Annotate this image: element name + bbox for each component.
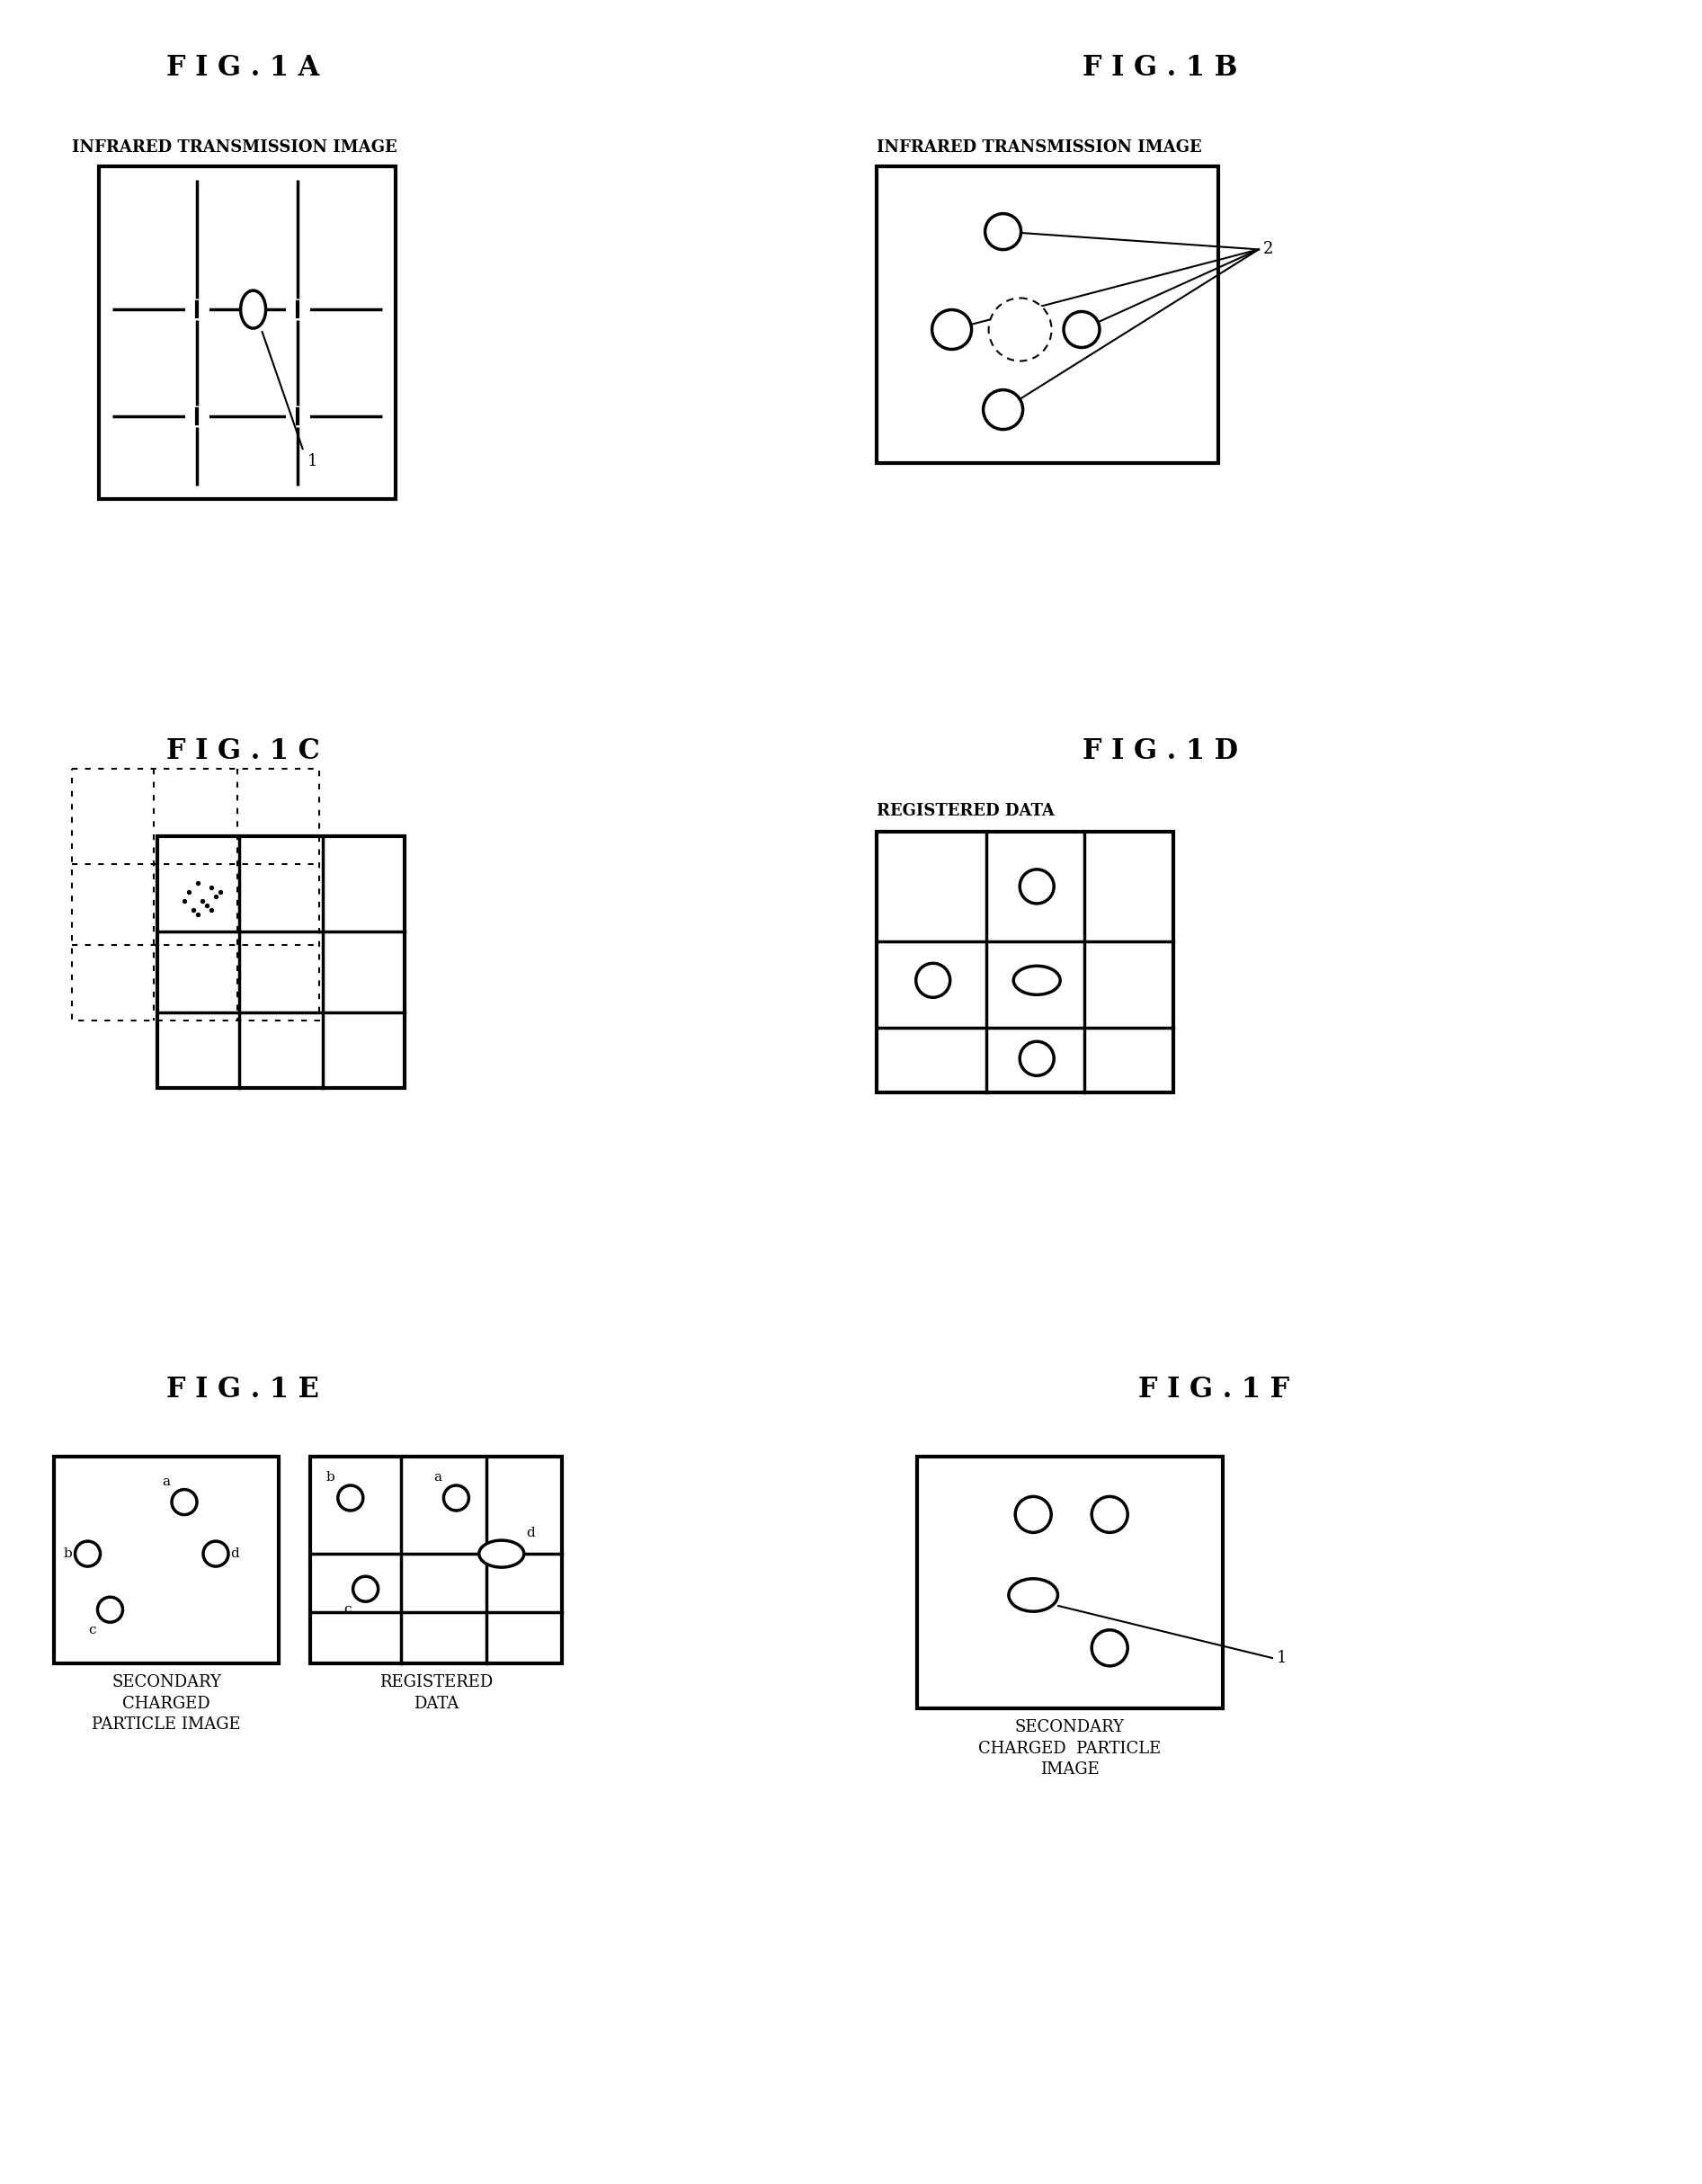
Text: F I G . 1 A: F I G . 1 A	[167, 55, 320, 81]
Ellipse shape	[1016, 1496, 1052, 1533]
Text: F I G . 1 F: F I G . 1 F	[1139, 1376, 1290, 1404]
Ellipse shape	[933, 310, 972, 349]
Text: INFRARED TRANSMISSION IMAGE: INFRARED TRANSMISSION IMAGE	[71, 140, 397, 155]
Ellipse shape	[1091, 1629, 1128, 1666]
Point	[189, 882, 216, 917]
Text: SECONDARY
CHARGED  PARTICLE
IMAGE: SECONDARY CHARGED PARTICLE IMAGE	[979, 1719, 1161, 1778]
Text: 2: 2	[1263, 240, 1273, 258]
Ellipse shape	[1091, 1496, 1128, 1533]
Ellipse shape	[203, 1542, 228, 1566]
Text: b: b	[63, 1548, 73, 1559]
Ellipse shape	[240, 290, 266, 328]
Point	[170, 882, 197, 917]
Text: b: b	[327, 1472, 335, 1483]
Ellipse shape	[1064, 312, 1099, 347]
Bar	[917, 1457, 1222, 1708]
Text: REGISTERED DATA: REGISTERED DATA	[877, 804, 1055, 819]
Text: F I G . 1 C: F I G . 1 C	[165, 738, 320, 764]
Bar	[54, 1457, 279, 1664]
Point	[184, 865, 211, 900]
Bar	[99, 166, 395, 498]
Ellipse shape	[172, 1489, 197, 1516]
Point	[175, 874, 203, 909]
Point	[206, 874, 233, 909]
Ellipse shape	[985, 214, 1021, 249]
Text: c: c	[89, 1625, 95, 1636]
Ellipse shape	[1013, 965, 1060, 994]
Point	[197, 891, 225, 926]
Bar	[310, 1457, 562, 1664]
Ellipse shape	[75, 1542, 100, 1566]
Ellipse shape	[97, 1597, 123, 1623]
Ellipse shape	[984, 391, 1023, 430]
Ellipse shape	[444, 1485, 468, 1511]
Ellipse shape	[478, 1540, 524, 1568]
Text: d: d	[526, 1527, 534, 1540]
Point	[192, 887, 220, 922]
Point	[197, 869, 225, 904]
Bar	[71, 769, 320, 1020]
Text: F I G . 1 D: F I G . 1 D	[1082, 738, 1237, 764]
Ellipse shape	[352, 1577, 378, 1601]
Bar	[877, 166, 1219, 463]
Ellipse shape	[916, 963, 950, 998]
Point	[184, 898, 211, 933]
Ellipse shape	[1009, 1579, 1059, 1612]
Text: SECONDARY
CHARGED
PARTICLE IMAGE: SECONDARY CHARGED PARTICLE IMAGE	[92, 1675, 240, 1732]
Bar	[157, 836, 405, 1088]
Point	[203, 878, 230, 913]
Text: 1: 1	[306, 454, 318, 470]
Text: F I G . 1 B: F I G . 1 B	[1082, 55, 1237, 81]
Ellipse shape	[339, 1485, 363, 1511]
Text: 1: 1	[1276, 1649, 1287, 1666]
Text: a: a	[434, 1472, 443, 1483]
Text: c: c	[344, 1603, 351, 1616]
Point	[179, 891, 206, 926]
Text: REGISTERED
DATA: REGISTERED DATA	[380, 1675, 494, 1712]
Ellipse shape	[989, 297, 1052, 360]
Ellipse shape	[1019, 1042, 1054, 1077]
Bar	[877, 832, 1173, 1092]
Text: a: a	[162, 1474, 170, 1487]
Ellipse shape	[1019, 869, 1054, 904]
Text: INFRARED TRANSMISSION IMAGE: INFRARED TRANSMISSION IMAGE	[877, 140, 1202, 155]
Text: F I G . 1 E: F I G . 1 E	[167, 1376, 320, 1404]
Text: d: d	[230, 1548, 238, 1559]
